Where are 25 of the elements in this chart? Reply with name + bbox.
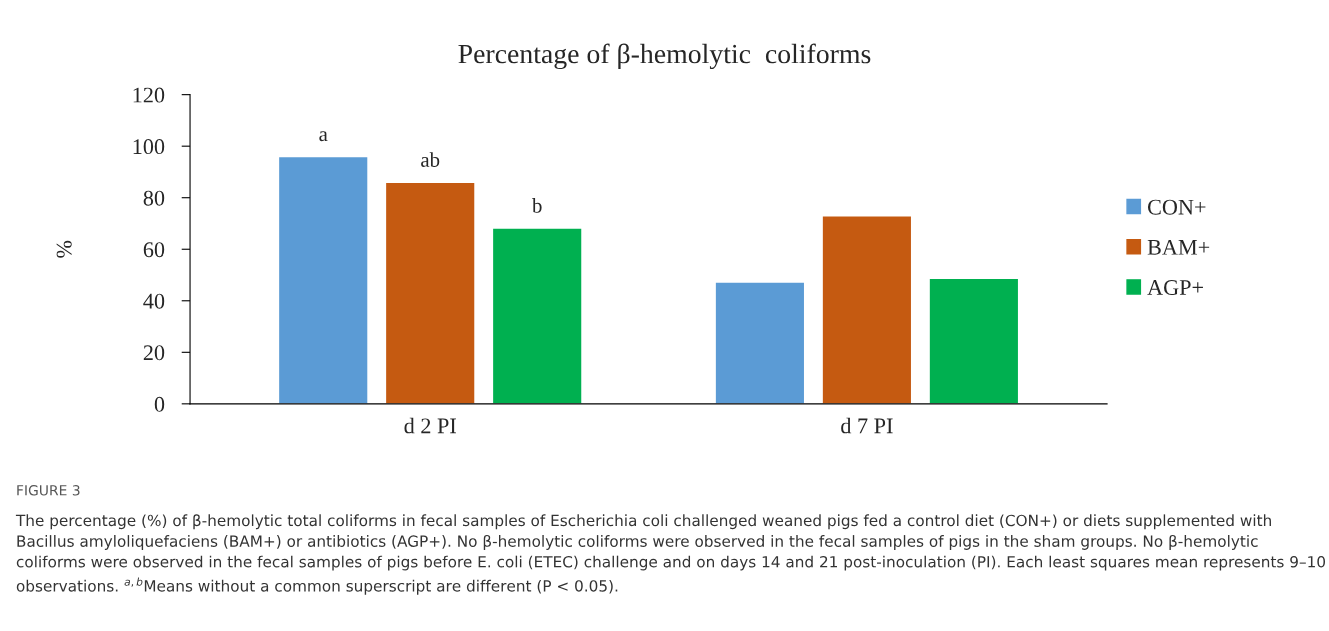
bar — [821, 215, 913, 404]
y-tick-label: 60 — [143, 242, 165, 258]
bar — [384, 181, 476, 404]
bar — [714, 281, 806, 404]
bar — [491, 227, 583, 404]
bar — [928, 277, 1020, 404]
data-label: b — [531, 198, 542, 213]
y-tick-label: 0 — [154, 396, 165, 412]
chart-title: Percentage of β-hemolytic coliforms — [458, 43, 871, 70]
legend-label: CON+ — [1147, 199, 1206, 215]
y-tick-label: 120 — [133, 87, 165, 103]
y-tick-label: 100 — [133, 139, 165, 155]
x-tick-label: d 2 PI — [404, 417, 456, 434]
data-label: ab — [421, 152, 440, 167]
caption: FIGURE 3 — [17, 485, 80, 496]
text: The percentage (%) of β-hemolytic total coliforms in fecal samples of Escherichia coli challenged weaned pigs fed a control diet (CON+) or diets supplemented with Bacillus amyloliquefaciens (BAM+) or antibiotics (AGP+). No β-hemolytic coliforms were observed in the fecal samples of pigs in the sham groups. No β-hemolytic coliforms were observed in the fecal samples of pigs before E. coli (ETEC) challenge and on days 14 and 21 post-inoculation (PI). Each least squares mean represents 9–10 observations. $^{a,b}$Means without a common superscript are different (P < 0.05). — [15, 514, 1326, 595]
legend-label: AGP+ — [1147, 280, 1203, 295]
y-tick-label: 40 — [143, 293, 165, 309]
legend-label: BAM+ — [1147, 239, 1210, 255]
data-label: a — [319, 131, 328, 142]
y-tick-label: 80 — [143, 190, 165, 206]
y-axis-title: % — [56, 240, 72, 258]
bar — [277, 155, 369, 404]
y-tick-label: 20 — [143, 345, 165, 361]
x-tick-label: d 7 PI — [841, 417, 893, 434]
